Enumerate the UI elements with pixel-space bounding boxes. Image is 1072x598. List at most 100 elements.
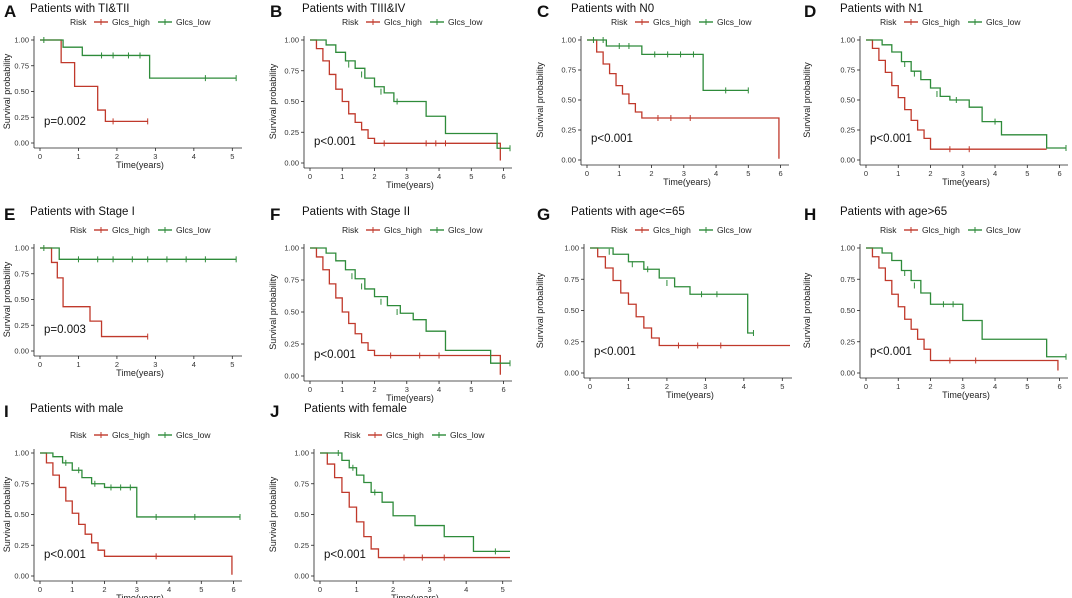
panel-j: J Patients with female Risk Glcs_high Glcs_l… <box>268 402 512 598</box>
legend-title: Risk <box>880 17 897 27</box>
x-tick-label: 1 <box>626 382 630 391</box>
y-tick-label: 0.75 <box>284 66 299 75</box>
survival-curve-low <box>320 452 510 553</box>
legend-label-low: Glcs_low <box>450 430 485 440</box>
x-axis-label: Time(years) <box>116 593 164 598</box>
legend-title: Risk <box>611 17 628 27</box>
y-tick-label: 0.25 <box>14 321 29 330</box>
legend-label-low: Glcs_low <box>717 17 752 27</box>
panel-g: G Patients with age<=65 Risk Glcs_high Glcs_… <box>535 205 792 400</box>
panel-title: Patients with Stage II <box>302 206 410 218</box>
y-tick-label: 0.00 <box>840 156 855 165</box>
x-tick-label: 2 <box>391 585 395 594</box>
panel-title: Patients with age<=65 <box>571 206 685 218</box>
y-tick-label: 0.25 <box>284 340 299 349</box>
x-tick-label: 0 <box>318 585 322 594</box>
x-axis-label: Time(years) <box>386 180 434 190</box>
panel-letter: J <box>270 402 279 421</box>
y-tick-label: 0.25 <box>284 128 299 137</box>
y-tick-label: 0.50 <box>14 510 29 519</box>
y-axis-label: Survival probability <box>802 272 812 348</box>
y-tick-label: 1.00 <box>840 244 855 253</box>
panel-d: D Patients with N1 Risk Glcs_high Glcs_low 0.… <box>802 2 1068 187</box>
survival-curve-high <box>40 39 148 123</box>
survival-curve-low <box>40 247 237 260</box>
x-tick-label: 0 <box>864 382 868 391</box>
y-axis-label: Survival probability <box>535 272 545 348</box>
x-tick-label: 1 <box>617 169 621 178</box>
legend-label-high: Glcs_high <box>386 430 424 440</box>
p-value: p<0.001 <box>870 346 912 358</box>
x-tick-label: 4 <box>192 360 196 369</box>
y-tick-label: 1.00 <box>561 36 576 45</box>
x-tick-label: 1 <box>354 585 358 594</box>
legend-label-low: Glcs_low <box>986 17 1021 27</box>
y-tick-label: 0.00 <box>14 347 29 356</box>
x-tick-label: 0 <box>308 385 312 394</box>
panel-title: Patients with N0 <box>571 3 654 15</box>
legend-label-low: Glcs_low <box>176 225 211 235</box>
x-tick-label: 2 <box>928 169 932 178</box>
y-axis-label: Survival probability <box>2 476 12 552</box>
x-tick-label: 5 <box>780 382 784 391</box>
y-tick-label: 0.00 <box>284 159 299 168</box>
legend-label-low: Glcs_low <box>448 17 483 27</box>
survival-curve-high <box>590 247 790 347</box>
y-axis-label: Survival probability <box>268 63 278 139</box>
x-tick-label: 5 <box>501 585 505 594</box>
survival-curve-low <box>590 247 754 334</box>
p-value: p<0.001 <box>314 136 356 148</box>
panel-f: F Patients with Stage II Risk Glcs_high Glcs… <box>268 205 512 403</box>
y-tick-label: 0.25 <box>14 541 29 550</box>
y-tick-label: 0.75 <box>294 479 309 488</box>
y-tick-label: 0.00 <box>561 156 576 165</box>
panel-letter: F <box>270 205 280 224</box>
panel-letter: E <box>4 205 15 224</box>
x-tick-label: 4 <box>192 152 196 161</box>
x-tick-label: 3 <box>961 169 965 178</box>
x-tick-label: 0 <box>588 382 592 391</box>
survival-curve-high <box>40 452 233 575</box>
survival-curve-low <box>40 39 237 79</box>
y-tick-label: 0.75 <box>561 66 576 75</box>
legend-label-high: Glcs_high <box>112 225 150 235</box>
legend-label-high: Glcs_high <box>653 225 691 235</box>
x-axis-label: Time(years) <box>942 177 990 187</box>
y-axis-label: Survival probability <box>268 476 278 552</box>
y-tick-label: 0.25 <box>840 337 855 346</box>
legend-title: Risk <box>342 225 359 235</box>
panel-title: Patients with female <box>304 403 407 415</box>
p-value: p<0.001 <box>324 549 366 561</box>
survival-curve-high <box>587 39 780 159</box>
y-tick-label: 0.50 <box>840 96 855 105</box>
x-tick-label: 5 <box>1025 169 1029 178</box>
x-tick-label: 6 <box>1057 169 1061 178</box>
x-tick-label: 4 <box>714 169 718 178</box>
y-tick-label: 0.75 <box>14 269 29 278</box>
x-tick-label: 5 <box>746 169 750 178</box>
x-tick-label: 5 <box>469 172 473 181</box>
x-tick-label: 3 <box>428 585 432 594</box>
x-tick-label: 5 <box>199 585 203 594</box>
legend-label-low: Glcs_low <box>448 225 483 235</box>
y-tick-label: 0.25 <box>840 126 855 135</box>
x-tick-label: 3 <box>405 172 409 181</box>
survival-curve-low <box>40 452 240 518</box>
p-value: p=0.002 <box>44 116 86 128</box>
panel-title: Patients with age>65 <box>840 206 947 218</box>
survival-curve-high <box>310 247 501 375</box>
x-tick-label: 5 <box>469 385 473 394</box>
x-tick-label: 2 <box>649 169 653 178</box>
x-tick-label: 0 <box>308 172 312 181</box>
legend-title: Risk <box>880 225 897 235</box>
panel-b: B Patients with TIII&IV Risk Glcs_high Glcs_… <box>268 2 512 190</box>
y-tick-label: 0.75 <box>284 276 299 285</box>
y-tick-label: 0.50 <box>561 96 576 105</box>
x-tick-label: 6 <box>501 172 505 181</box>
legend-title: Risk <box>70 17 87 27</box>
x-tick-label: 4 <box>742 382 746 391</box>
legend-title: Risk <box>70 225 87 235</box>
x-tick-label: 1 <box>340 385 344 394</box>
x-tick-label: 0 <box>38 585 42 594</box>
p-value: p<0.001 <box>594 346 636 358</box>
